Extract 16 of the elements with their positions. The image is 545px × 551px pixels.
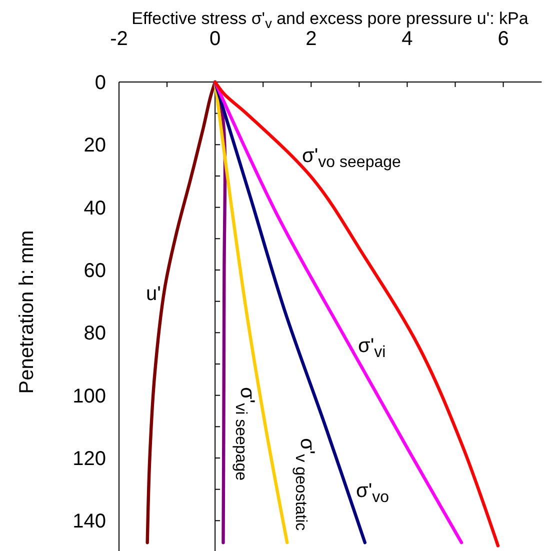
y-tick-label: 100 [72, 385, 106, 408]
annotation: u' [146, 283, 161, 305]
y-tick-label: 20 [84, 134, 106, 157]
annotation: σ'$_{vo seepage}$ [302, 145, 402, 171]
line-series [213, 80, 289, 544]
y-tick-label: 80 [84, 322, 106, 345]
y-tick-label: 0 [94, 72, 106, 94]
y-tick-label: 140 [72, 510, 106, 533]
annotation: σ'$_{vo}$ [356, 480, 390, 506]
line-series [146, 80, 217, 544]
annotation: σ'$_{vi}$ [358, 335, 386, 361]
y-tick-label: 60 [84, 260, 106, 282]
y-axis-title: Penetration h: mm [16, 230, 38, 394]
x-tick-label: -2 [110, 28, 128, 50]
y-tick-label: 120 [72, 448, 106, 470]
y-tick-label: 40 [84, 197, 106, 220]
